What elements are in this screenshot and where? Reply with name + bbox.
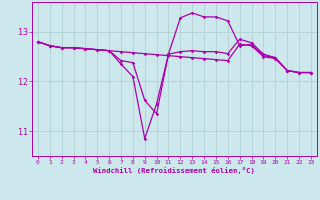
X-axis label: Windchill (Refroidissement éolien,°C): Windchill (Refroidissement éolien,°C) [93,167,255,174]
